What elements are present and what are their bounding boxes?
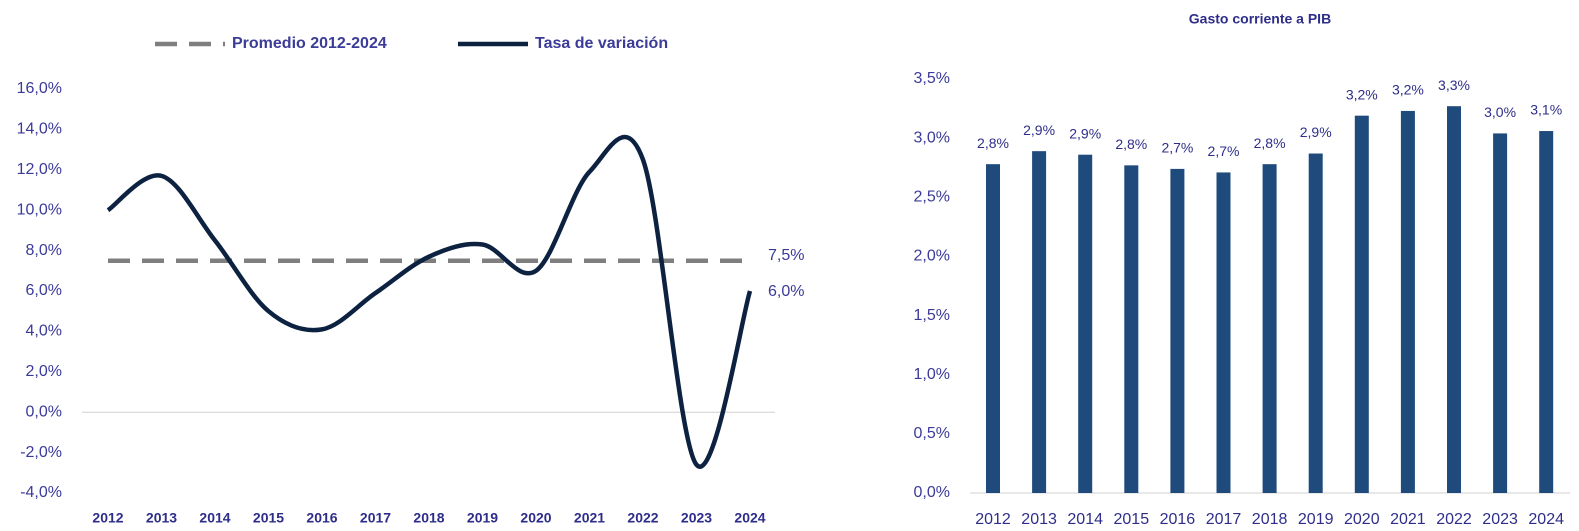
x-tick-label: 2022	[627, 510, 658, 526]
bar	[1170, 168, 1185, 493]
x-tick-label: 2012	[975, 511, 1011, 528]
series-line	[106, 134, 753, 469]
y-tick-label: 1,5%	[914, 307, 950, 324]
data-label: 2,7%	[1161, 140, 1193, 156]
y-tick-label: 16,0%	[17, 80, 62, 97]
data-label: 2,9%	[1069, 125, 1101, 141]
data-label: 3,0%	[1484, 104, 1516, 120]
y-tick-label: -4,0%	[20, 484, 62, 501]
legend-label: Promedio 2012-2024	[232, 35, 387, 52]
legend-label: Tasa de variación	[535, 35, 668, 52]
y-tick-label: 3,5%	[914, 70, 950, 87]
data-label: 3,3%	[1438, 77, 1470, 93]
x-tick-label: 2023	[1482, 511, 1518, 528]
y-tick-label: 0,0%	[914, 484, 950, 501]
y-tick-label: -2,0%	[20, 444, 62, 461]
bar	[1447, 106, 1461, 493]
chart-title: Gasto corriente a PIB	[1189, 11, 1331, 27]
x-tick-label: 2018	[413, 510, 444, 526]
bar	[1539, 131, 1554, 493]
bar	[1078, 154, 1093, 493]
y-tick-label: 0,5%	[914, 425, 950, 442]
x-tick-label: 2020	[520, 510, 551, 526]
x-tick-label: 2019	[467, 510, 498, 526]
bar	[1354, 115, 1369, 493]
y-tick-label: 2,0%	[914, 248, 950, 265]
bar	[986, 164, 1000, 493]
x-tick-label: 2012	[92, 510, 123, 526]
y-tick-label: 2,0%	[26, 363, 62, 380]
x-tick-label: 2013	[146, 510, 177, 526]
x-tick-label: 2016	[1160, 511, 1196, 528]
x-tick-label: 2013	[1021, 511, 1057, 528]
x-tick-label: 2023	[681, 510, 712, 526]
x-tick-label: 2024	[1528, 511, 1564, 528]
data-label: 2,9%	[1300, 124, 1332, 140]
x-tick-label: 2017	[1206, 511, 1242, 528]
x-tick-label: 2018	[1252, 511, 1288, 528]
data-label: 2,7%	[1208, 143, 1240, 159]
y-tick-label: 8,0%	[26, 242, 62, 259]
data-label: 7,5%	[768, 247, 804, 264]
y-tick-label: 10,0%	[17, 201, 62, 218]
bar	[1216, 172, 1231, 493]
data-label: 3,2%	[1392, 82, 1424, 98]
x-tick-label: 2024	[734, 510, 765, 526]
y-tick-label: 0,0%	[26, 403, 62, 420]
x-tick-label: 2015	[1114, 511, 1150, 528]
x-tick-label: 2016	[306, 510, 337, 526]
data-label: 6,0%	[768, 283, 804, 300]
bar	[1032, 151, 1047, 493]
x-tick-label: 2020	[1344, 511, 1380, 528]
bar	[1262, 164, 1277, 493]
data-label: 2,8%	[1254, 135, 1286, 151]
y-tick-label: 14,0%	[17, 121, 62, 138]
data-label: 2,9%	[1023, 122, 1055, 138]
x-tick-label: 2019	[1298, 511, 1334, 528]
x-tick-label: 2015	[253, 510, 284, 526]
data-label: 3,2%	[1346, 86, 1378, 102]
y-tick-label: 1,0%	[914, 366, 950, 383]
data-label: 2,8%	[1115, 136, 1147, 152]
x-tick-label: 2022	[1436, 511, 1472, 528]
y-tick-label: 12,0%	[17, 161, 62, 178]
bar	[1400, 110, 1415, 494]
x-tick-label: 2017	[360, 510, 391, 526]
x-tick-label: 2014	[199, 510, 230, 526]
bar	[1493, 133, 1508, 493]
bar	[1124, 165, 1139, 493]
data-label: 3,1%	[1530, 102, 1562, 118]
x-tick-label: 2021	[574, 510, 605, 526]
y-tick-label: 2,5%	[914, 189, 950, 206]
x-tick-label: 2021	[1390, 511, 1426, 528]
x-tick-label: 2014	[1067, 511, 1103, 528]
data-label: 2,8%	[977, 135, 1009, 151]
y-tick-label: 4,0%	[26, 323, 62, 340]
y-tick-label: 6,0%	[26, 282, 62, 299]
bar	[1308, 153, 1323, 493]
y-tick-label: 3,0%	[914, 129, 950, 146]
